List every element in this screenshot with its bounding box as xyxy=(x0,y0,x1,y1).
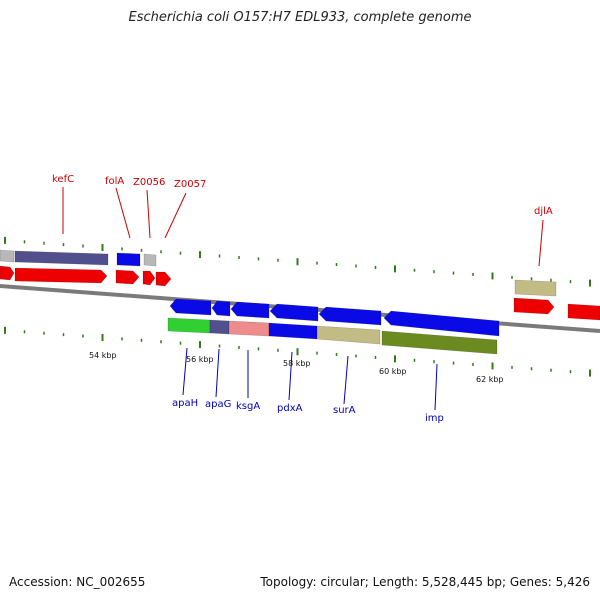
label-Z0057[interactable]: Z0057 xyxy=(174,179,206,190)
cds-arrow-apaH-rev[interactable] xyxy=(169,298,212,316)
leader-apaG xyxy=(215,348,220,398)
cds-arrow-kefC[interactable] xyxy=(14,267,108,284)
label-surA[interactable]: surA xyxy=(333,405,356,416)
leader-imp xyxy=(434,363,438,411)
gene-block-apaH[interactable] xyxy=(167,317,211,334)
leader-surA xyxy=(343,355,349,405)
label-folA[interactable]: folA xyxy=(105,176,124,187)
scale-label-54kbp: 54 kbp xyxy=(89,351,117,360)
label-ksgA[interactable]: ksgA xyxy=(236,401,260,412)
cds-arrow-imp-rev[interactable] xyxy=(383,310,500,337)
leader-djlA xyxy=(538,219,544,267)
leader-folA xyxy=(115,187,131,239)
gene-block-gray-left[interactable] xyxy=(0,249,15,263)
cds-arrow-right-edge[interactable] xyxy=(567,303,600,321)
tick-marks xyxy=(4,236,591,377)
scale-label-62kbp: 62 kbp xyxy=(476,375,504,384)
gene-block-surA[interactable] xyxy=(316,325,381,345)
leader-apaH xyxy=(182,347,188,396)
leader-Z0057 xyxy=(164,192,187,239)
cds-arrow-surA-rev[interactable] xyxy=(318,306,382,326)
gene-block-djlA[interactable] xyxy=(514,279,557,297)
scale-label-58kbp: 58 kbp xyxy=(283,359,311,368)
label-djlA[interactable]: djlA xyxy=(534,206,553,217)
gene-block-Z0056[interactable] xyxy=(143,253,157,267)
gene-block-folA[interactable] xyxy=(116,252,141,267)
cds-arrow-Z0056[interactable] xyxy=(142,270,156,286)
cds-arrow-1[interactable] xyxy=(0,265,15,281)
label-Z0056[interactable]: Z0056 xyxy=(133,177,165,188)
cds-arrow-pdxA-rev[interactable] xyxy=(269,303,319,322)
forward-gene-labels: kefC folA Z0056 Z0057 djlA xyxy=(52,174,553,267)
gene-block-pdxA[interactable] xyxy=(268,322,318,340)
cds-arrow-ksgA-rev[interactable] xyxy=(230,301,270,319)
gene-block-kefC[interactable] xyxy=(14,250,109,266)
scale-labels: 54 kbp 56 kbp 58 kbp 60 kbp 62 kbp xyxy=(89,351,504,384)
map-title: Escherichia coli O157:H7 EDL933, complet… xyxy=(128,10,472,25)
gene-block-imp[interactable] xyxy=(381,330,498,355)
reverse-strand-features xyxy=(167,298,500,355)
label-kefC[interactable]: kefC xyxy=(52,174,74,185)
label-pdxA[interactable]: pdxA xyxy=(277,403,303,414)
label-apaH[interactable]: apaH xyxy=(172,398,198,409)
cds-arrow-djlA[interactable] xyxy=(513,297,555,315)
gene-block-apaG[interactable] xyxy=(209,319,230,335)
forward-strand-features xyxy=(0,249,600,321)
scale-label-56kbp: 56 kbp xyxy=(186,355,214,364)
cds-arrow-Z0057[interactable] xyxy=(155,271,172,287)
scale-label-60kbp: 60 kbp xyxy=(379,367,407,376)
reverse-gene-labels: apaH apaG ksgA pdxA surA imp xyxy=(172,347,444,424)
cds-arrow-apaG-rev[interactable] xyxy=(211,300,231,317)
genome-summary-text: Topology: circular; Length: 5,528,445 bp… xyxy=(260,575,590,589)
gene-block-ksgA[interactable] xyxy=(228,320,270,337)
label-apaG[interactable]: apaG xyxy=(205,399,231,410)
accession-text: Accession: NC_002655 xyxy=(9,575,146,589)
cds-arrow-folA[interactable] xyxy=(115,269,140,285)
leader-Z0056 xyxy=(146,189,151,239)
leader-pdxA xyxy=(288,351,293,401)
label-imp[interactable]: imp xyxy=(425,413,444,424)
